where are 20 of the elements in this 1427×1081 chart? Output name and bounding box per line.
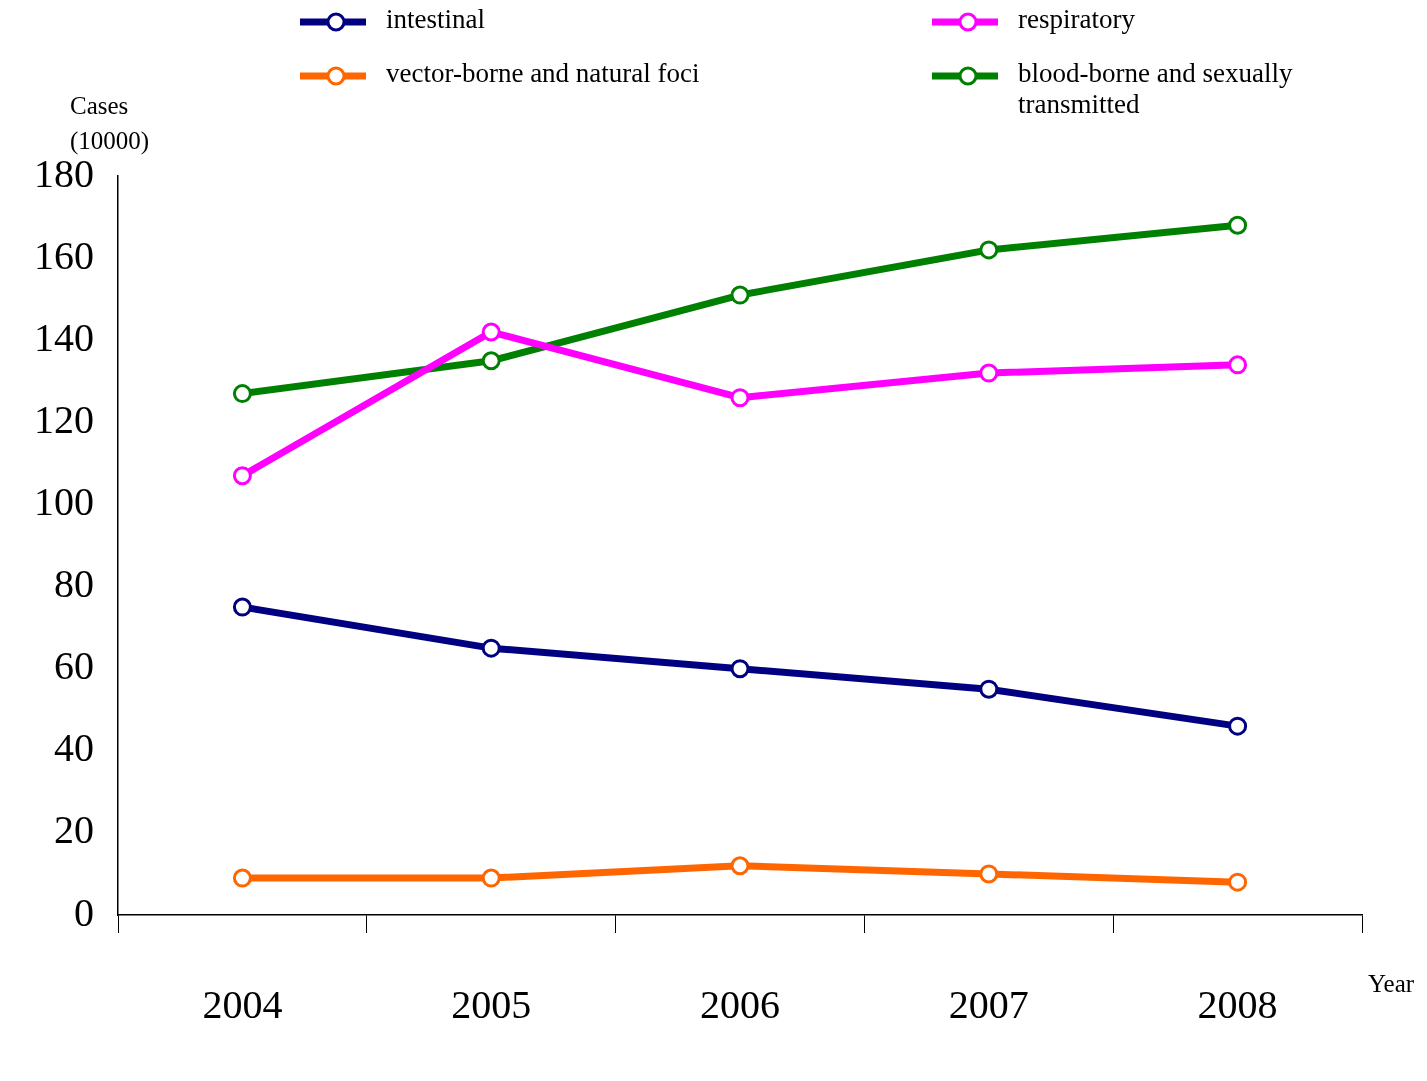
y-tick-label: 60 (54, 643, 94, 689)
y-tick-label: 20 (54, 807, 94, 853)
x-tick-label: 2005 (451, 981, 532, 1027)
x-tick-label: 2008 (1197, 981, 1278, 1027)
legend-label: vector-borne and natural foci (386, 58, 700, 89)
x-tick-label: 2004 (202, 981, 283, 1027)
x-axis-title: Year (1368, 970, 1415, 998)
legend-label: respiratory (1018, 4, 1135, 35)
legend-label: intestinal (386, 4, 485, 35)
y-tick-label: 160 (34, 232, 94, 278)
y-tick-label: 40 (54, 725, 94, 771)
x-tick-label: 2007 (948, 981, 1029, 1027)
y-tick-label: 140 (34, 314, 94, 360)
y-tick-label: 100 (34, 478, 94, 524)
y-tick-label: 120 (34, 396, 94, 442)
x-tick-label: 2006 (700, 981, 780, 1027)
y-axis-title: Cases (10000) (70, 91, 151, 157)
y-tick-label: 80 (54, 561, 94, 607)
y-tick-label: 0 (74, 889, 94, 935)
legend-label: blood-borne and sexually transmitted (1018, 58, 1294, 120)
